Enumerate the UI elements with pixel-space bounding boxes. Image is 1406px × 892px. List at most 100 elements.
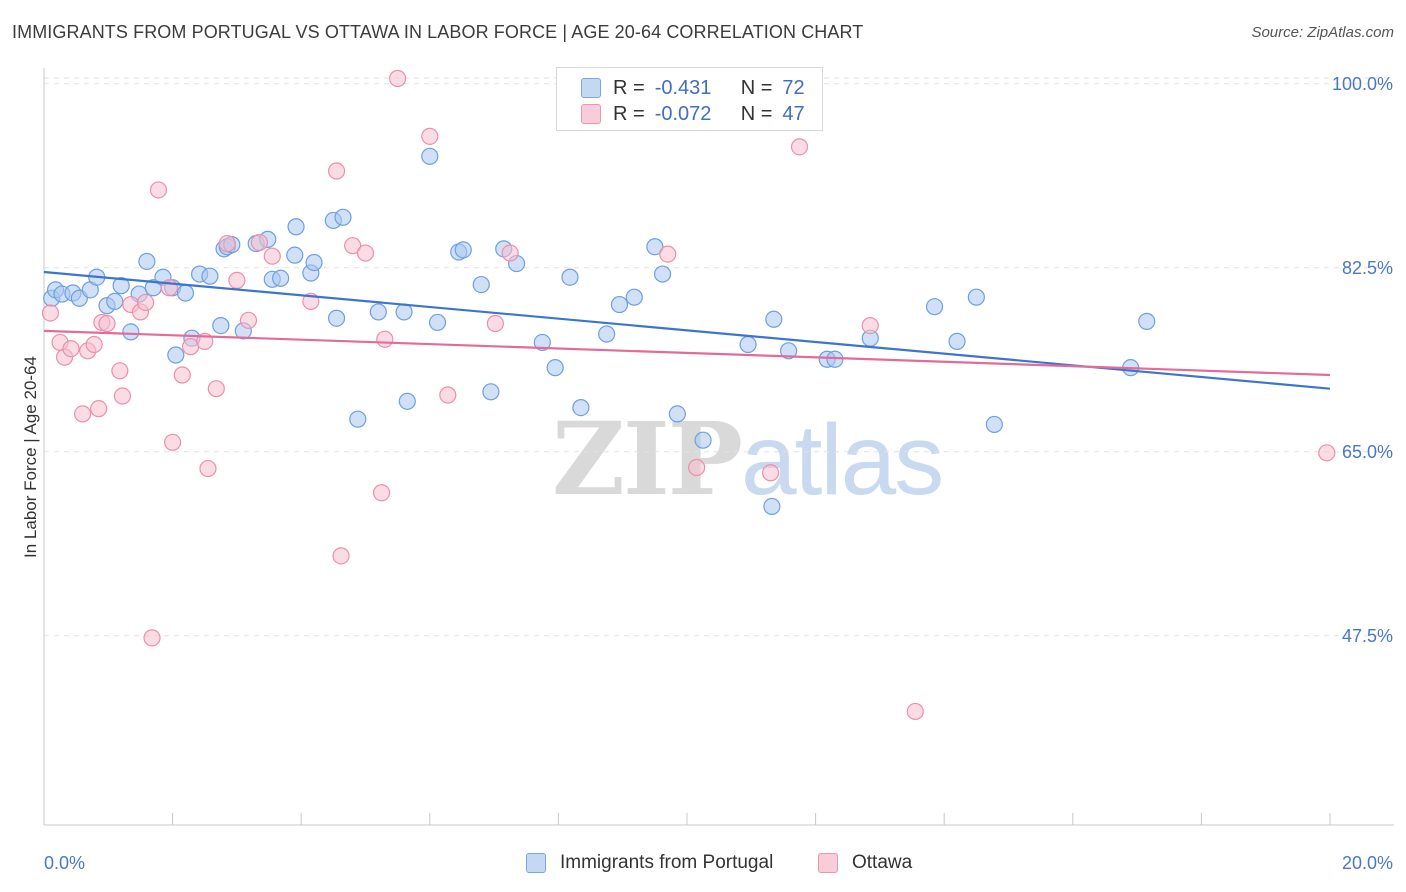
portugal-trend-line <box>43 270 1331 390</box>
legend-swatch-pink <box>818 853 838 873</box>
axes <box>43 68 1394 826</box>
portugal-point <box>122 323 140 341</box>
ottawa-point <box>90 400 108 418</box>
portugal-point <box>625 288 643 306</box>
portugal-point <box>763 497 781 516</box>
n-key: N = <box>740 76 773 99</box>
ottawa-point <box>207 380 225 398</box>
trend-lines <box>43 270 1331 390</box>
y-axis-title: In Labor Force | Age 20-64 <box>21 356 40 558</box>
ottawa-trend-line <box>43 329 1331 377</box>
portugal-point <box>533 333 551 352</box>
ottawa-point <box>250 233 269 252</box>
ottawa-point <box>439 386 457 404</box>
legend-row-ottawa: R = -0.072 N = 47 <box>581 102 805 126</box>
ottawa-point <box>199 459 217 478</box>
portugal-point <box>694 431 712 449</box>
ottawa-point <box>111 362 129 380</box>
portugal-point <box>948 332 966 350</box>
r-key: R = <box>613 76 645 99</box>
ottawa-point <box>263 247 281 265</box>
portugal-point <box>779 342 798 360</box>
portugal-point <box>286 246 304 264</box>
portugal-point <box>572 398 590 417</box>
portugal-point <box>395 303 413 321</box>
y-tick-labels: 47.5% 65.0% 82.5% 100.0% <box>1332 74 1393 646</box>
portugal-point <box>925 298 944 316</box>
ottawa-point <box>143 629 161 647</box>
chart-title: IMMIGRANTS FROM PORTUGAL VS OTTAWA IN LA… <box>12 22 864 42</box>
legend-swatch-blue <box>581 78 601 98</box>
y-tick-label: 47.5% <box>1342 626 1393 646</box>
portugal-point <box>1138 312 1156 330</box>
portugal-point <box>106 292 124 311</box>
portugal-point <box>272 269 290 287</box>
ottawa-point <box>389 69 407 88</box>
ottawa-point <box>327 162 346 180</box>
ottawa-point <box>149 181 168 199</box>
portugal-point <box>212 316 230 335</box>
portugal-point <box>472 275 490 294</box>
series-legend: Immigrants from Portugal Ottawa <box>0 852 1406 876</box>
n-value: 47 <box>782 102 805 125</box>
legend-swatch-blue <box>526 853 546 873</box>
ottawa-point <box>41 304 60 322</box>
ottawa-point <box>501 244 519 262</box>
legend-swatch-pink <box>581 104 601 124</box>
legend-label: Immigrants from Portugal <box>560 852 774 873</box>
ottawa-point <box>239 311 258 329</box>
y-tick-label: 82.5% <box>1342 258 1393 278</box>
x-tick-label: 20.0% <box>1342 853 1393 873</box>
source-label: Source: ZipAtlas.com <box>1251 24 1394 41</box>
ottawa-point <box>861 316 879 335</box>
ottawa-point <box>356 244 375 262</box>
r-value: -0.431 <box>654 76 712 99</box>
y-tick-label: 100.0% <box>1332 74 1393 94</box>
portugal-point <box>176 284 195 302</box>
n-value: 72 <box>782 76 805 99</box>
legend-row-portugal: R = -0.431 N = 72 <box>581 76 805 100</box>
ottawa-point <box>98 314 116 333</box>
portugal-point <box>739 335 757 354</box>
ottawa-point <box>164 433 182 451</box>
ottawa-point <box>73 405 92 423</box>
ottawa-point <box>332 547 350 565</box>
ottawa-point <box>344 237 362 255</box>
portugal-point <box>653 265 672 283</box>
portugal-point <box>668 405 686 423</box>
legend-item-ottawa[interactable]: Ottawa <box>818 852 912 874</box>
y-tick-label: 65.0% <box>1342 442 1393 462</box>
n-key: N = <box>740 102 773 125</box>
ottawa-point <box>173 366 191 384</box>
portugal-point <box>598 325 616 343</box>
portugal-point <box>610 295 629 314</box>
watermark-atlas: atlas <box>740 404 944 516</box>
r-key: R = <box>613 102 645 125</box>
ottawa-point <box>761 464 780 482</box>
ottawa-point <box>62 340 80 358</box>
ottawa-point <box>136 293 155 312</box>
portugal-point <box>421 147 439 165</box>
portugal-point <box>201 267 219 285</box>
portugal-point <box>765 310 783 328</box>
portugal-point <box>561 268 579 286</box>
portugal-point <box>138 252 156 271</box>
gridlines <box>44 77 1394 637</box>
legend-item-portugal[interactable]: Immigrants from Portugal <box>526 852 773 874</box>
portugal-point <box>305 253 323 272</box>
ottawa-point <box>421 127 439 145</box>
ottawa-point <box>85 335 103 354</box>
ottawa-point <box>113 387 132 405</box>
ottawa-point <box>790 138 809 156</box>
ottawa-point <box>228 271 246 289</box>
r-value: -0.072 <box>654 102 712 125</box>
ottawa-point <box>372 484 391 502</box>
portugal-point <box>398 392 416 410</box>
portugal-point <box>967 288 985 306</box>
portugal-point <box>646 238 664 256</box>
portugal-point <box>428 313 447 332</box>
x-tick-labels: 0.0% 20.0% <box>44 853 1393 873</box>
portugal-point <box>334 208 352 226</box>
x-tick-label: 0.0% <box>44 853 85 873</box>
